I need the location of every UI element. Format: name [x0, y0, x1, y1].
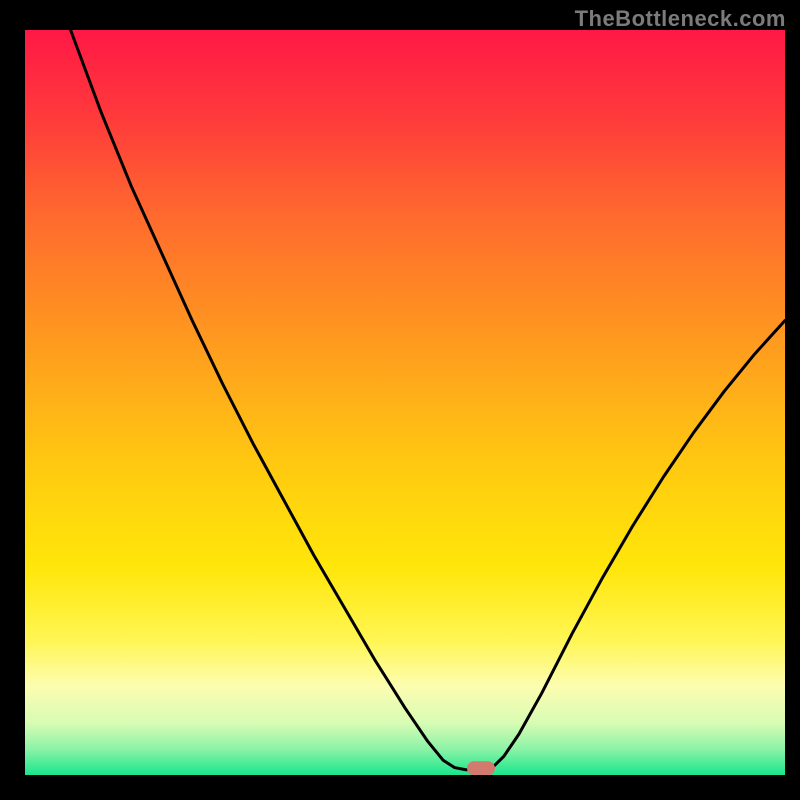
- minimum-marker: [467, 761, 495, 775]
- chart-frame: TheBottleneck.com: [0, 0, 800, 800]
- plot-area: [25, 30, 785, 775]
- gradient-background: [25, 30, 785, 775]
- plot-svg: [25, 30, 785, 775]
- watermark-text: TheBottleneck.com: [575, 6, 786, 32]
